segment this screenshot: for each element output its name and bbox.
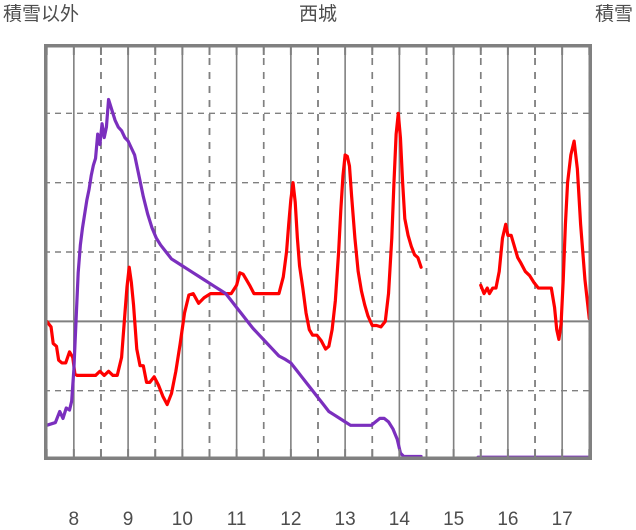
x-axis-tick-label: 14 — [388, 509, 410, 530]
tick-marks — [45, 46, 591, 458]
plot-area: 20151050-5-10 6050403020100 891011121314… — [44, 44, 592, 529]
series-line-2 — [45, 97, 423, 459]
plot-svg — [44, 44, 592, 460]
chart-title: 西城 — [298, 4, 337, 25]
left-axis-title: 積雪以外 — [3, 4, 80, 25]
right-axis-title: 積雪 — [594, 4, 633, 25]
grid-layer — [44, 44, 592, 460]
x-axis-tick-label: 11 — [226, 509, 247, 530]
x-axis-tick-label: 13 — [334, 509, 356, 530]
x-axis-tick-label: 9 — [122, 509, 134, 530]
plot-frame — [44, 44, 592, 460]
x-axis-tick-label: 16 — [497, 509, 519, 530]
chart-container: 積雪以外 西城 積雪 20151050-5-10 6050403020100 8… — [3, 4, 633, 529]
x-axis-tick-label: 8 — [68, 509, 80, 530]
x-axis-tick-label: 10 — [171, 509, 193, 530]
series-line-1 — [479, 139, 591, 341]
x-axis-tick-label: 12 — [280, 509, 302, 530]
x-axis-tick-label: 17 — [551, 509, 573, 530]
series-line-0 — [45, 111, 423, 407]
axis-frame — [44, 44, 592, 460]
x-axis-tick-label: 15 — [443, 509, 465, 530]
